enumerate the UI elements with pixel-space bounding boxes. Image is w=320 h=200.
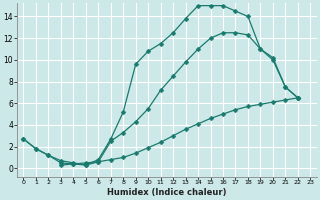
X-axis label: Humidex (Indice chaleur): Humidex (Indice chaleur): [107, 188, 227, 197]
